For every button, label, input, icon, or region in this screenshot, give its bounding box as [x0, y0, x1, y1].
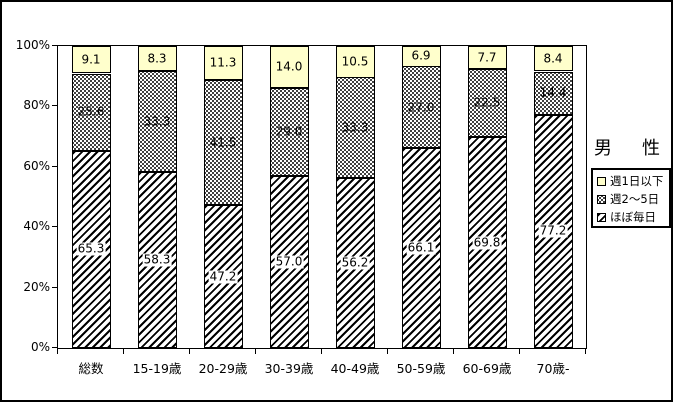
x-axis-label: 60-69歳	[462, 361, 512, 376]
x-axis-label: 70歳-	[536, 361, 570, 376]
legend-swatch-hatch	[597, 212, 606, 222]
bar-value-label: 8.4	[543, 51, 563, 66]
legend-box: 週1日以下週2～5日ほぼ毎日	[591, 168, 671, 228]
bar-segment	[138, 71, 177, 172]
y-axis-tick	[52, 226, 57, 228]
legend-title: 男 性	[594, 138, 666, 159]
bar-value-label: 77.2	[538, 223, 568, 238]
legend-item-label: 週2～5日	[610, 192, 660, 206]
bar-value-label: 47.2	[208, 269, 238, 284]
legend-item: ほぼ毎日	[593, 208, 669, 226]
bar-value-label: 11.3	[209, 55, 237, 70]
bar-value-label: 27.0	[407, 100, 435, 115]
bar-value-label: 56.2	[340, 255, 370, 270]
bar-value-label: 8.3	[147, 51, 167, 66]
bar-segment	[72, 46, 111, 73]
x-axis-label: 総数	[78, 361, 104, 376]
y-axis-label: 20%	[23, 279, 50, 294]
bar-segment	[402, 66, 441, 148]
bar-value-label: 57.0	[274, 254, 304, 269]
bar-value-label: 14.0	[275, 59, 303, 74]
bar-value-label: 7.7	[477, 50, 497, 65]
x-axis-tick	[585, 349, 586, 354]
bar-segment	[534, 72, 573, 115]
bar-value-label: 66.1	[406, 240, 436, 255]
x-axis-tick	[519, 349, 520, 354]
bar-segment	[138, 46, 177, 71]
x-axis-label: 20-29歳	[198, 361, 248, 376]
legend-item: 週1日以下	[593, 172, 669, 190]
x-axis-tick	[321, 349, 322, 354]
bar-segment	[468, 46, 507, 69]
x-axis-label: 30-39歳	[264, 361, 314, 376]
plot-area: 65.3 25.6 9.1 58.3 33.3 8.3 47.2 41.5 11.3 57.0 29…	[57, 45, 587, 349]
x-axis-tick	[453, 349, 454, 354]
bar-value-label: 65.3	[76, 241, 106, 256]
legend-swatch-yellow	[597, 176, 606, 186]
bar-segment	[204, 80, 243, 205]
x-axis-tick	[189, 349, 190, 354]
bar-segment	[468, 69, 507, 137]
bar-value-label: 9.1	[81, 52, 101, 67]
bar-value-label: 29.0	[275, 124, 303, 139]
y-axis-tick	[52, 105, 57, 107]
legend-item-label: ほぼ毎日	[610, 210, 656, 224]
bar-value-label: 6.9	[411, 48, 431, 63]
bar-value-label: 14.4	[539, 85, 567, 100]
bar-value-label: 41.5	[209, 135, 237, 150]
y-axis-label: 80%	[23, 98, 50, 113]
legend-item: 週2～5日	[593, 190, 669, 208]
legend-swatch-dots	[597, 194, 606, 204]
bar-value-label: 69.8	[472, 235, 502, 250]
x-axis-label: 15-19歳	[132, 361, 182, 376]
x-axis-label: 50-59歳	[396, 361, 446, 376]
bar-value-label: 25.6	[77, 104, 105, 119]
bar-segment	[336, 46, 375, 78]
legend-item-label: 週1日以下	[610, 174, 664, 188]
y-axis-tick	[52, 45, 57, 46]
y-axis-label: 40%	[23, 219, 50, 234]
y-axis-tick	[52, 165, 57, 167]
bar-value-label: 10.5	[341, 54, 369, 69]
x-axis-label: 40-49歳	[330, 361, 380, 376]
bar-value-label: 33.3	[341, 120, 369, 135]
x-axis-tick	[255, 349, 256, 354]
y-axis-tick	[52, 347, 57, 348]
y-axis-label: 0%	[30, 340, 50, 354]
bar-segment	[204, 46, 243, 80]
x-axis-tick	[57, 349, 58, 354]
bar-segment	[534, 46, 573, 71]
y-axis-label: 60%	[23, 158, 50, 173]
bar-segment	[270, 88, 309, 176]
bar-value-label: 58.3	[142, 252, 172, 267]
bar-value-label: 22.5	[473, 95, 501, 110]
y-axis-label: 100%	[15, 38, 50, 52]
x-axis-tick	[123, 349, 124, 354]
x-axis-tick	[387, 349, 388, 354]
bar-segment	[72, 74, 111, 151]
bar-segment	[402, 46, 441, 67]
bar-value-label: 33.3	[143, 114, 171, 129]
bar-segment	[270, 46, 309, 88]
y-axis-tick	[52, 286, 57, 288]
